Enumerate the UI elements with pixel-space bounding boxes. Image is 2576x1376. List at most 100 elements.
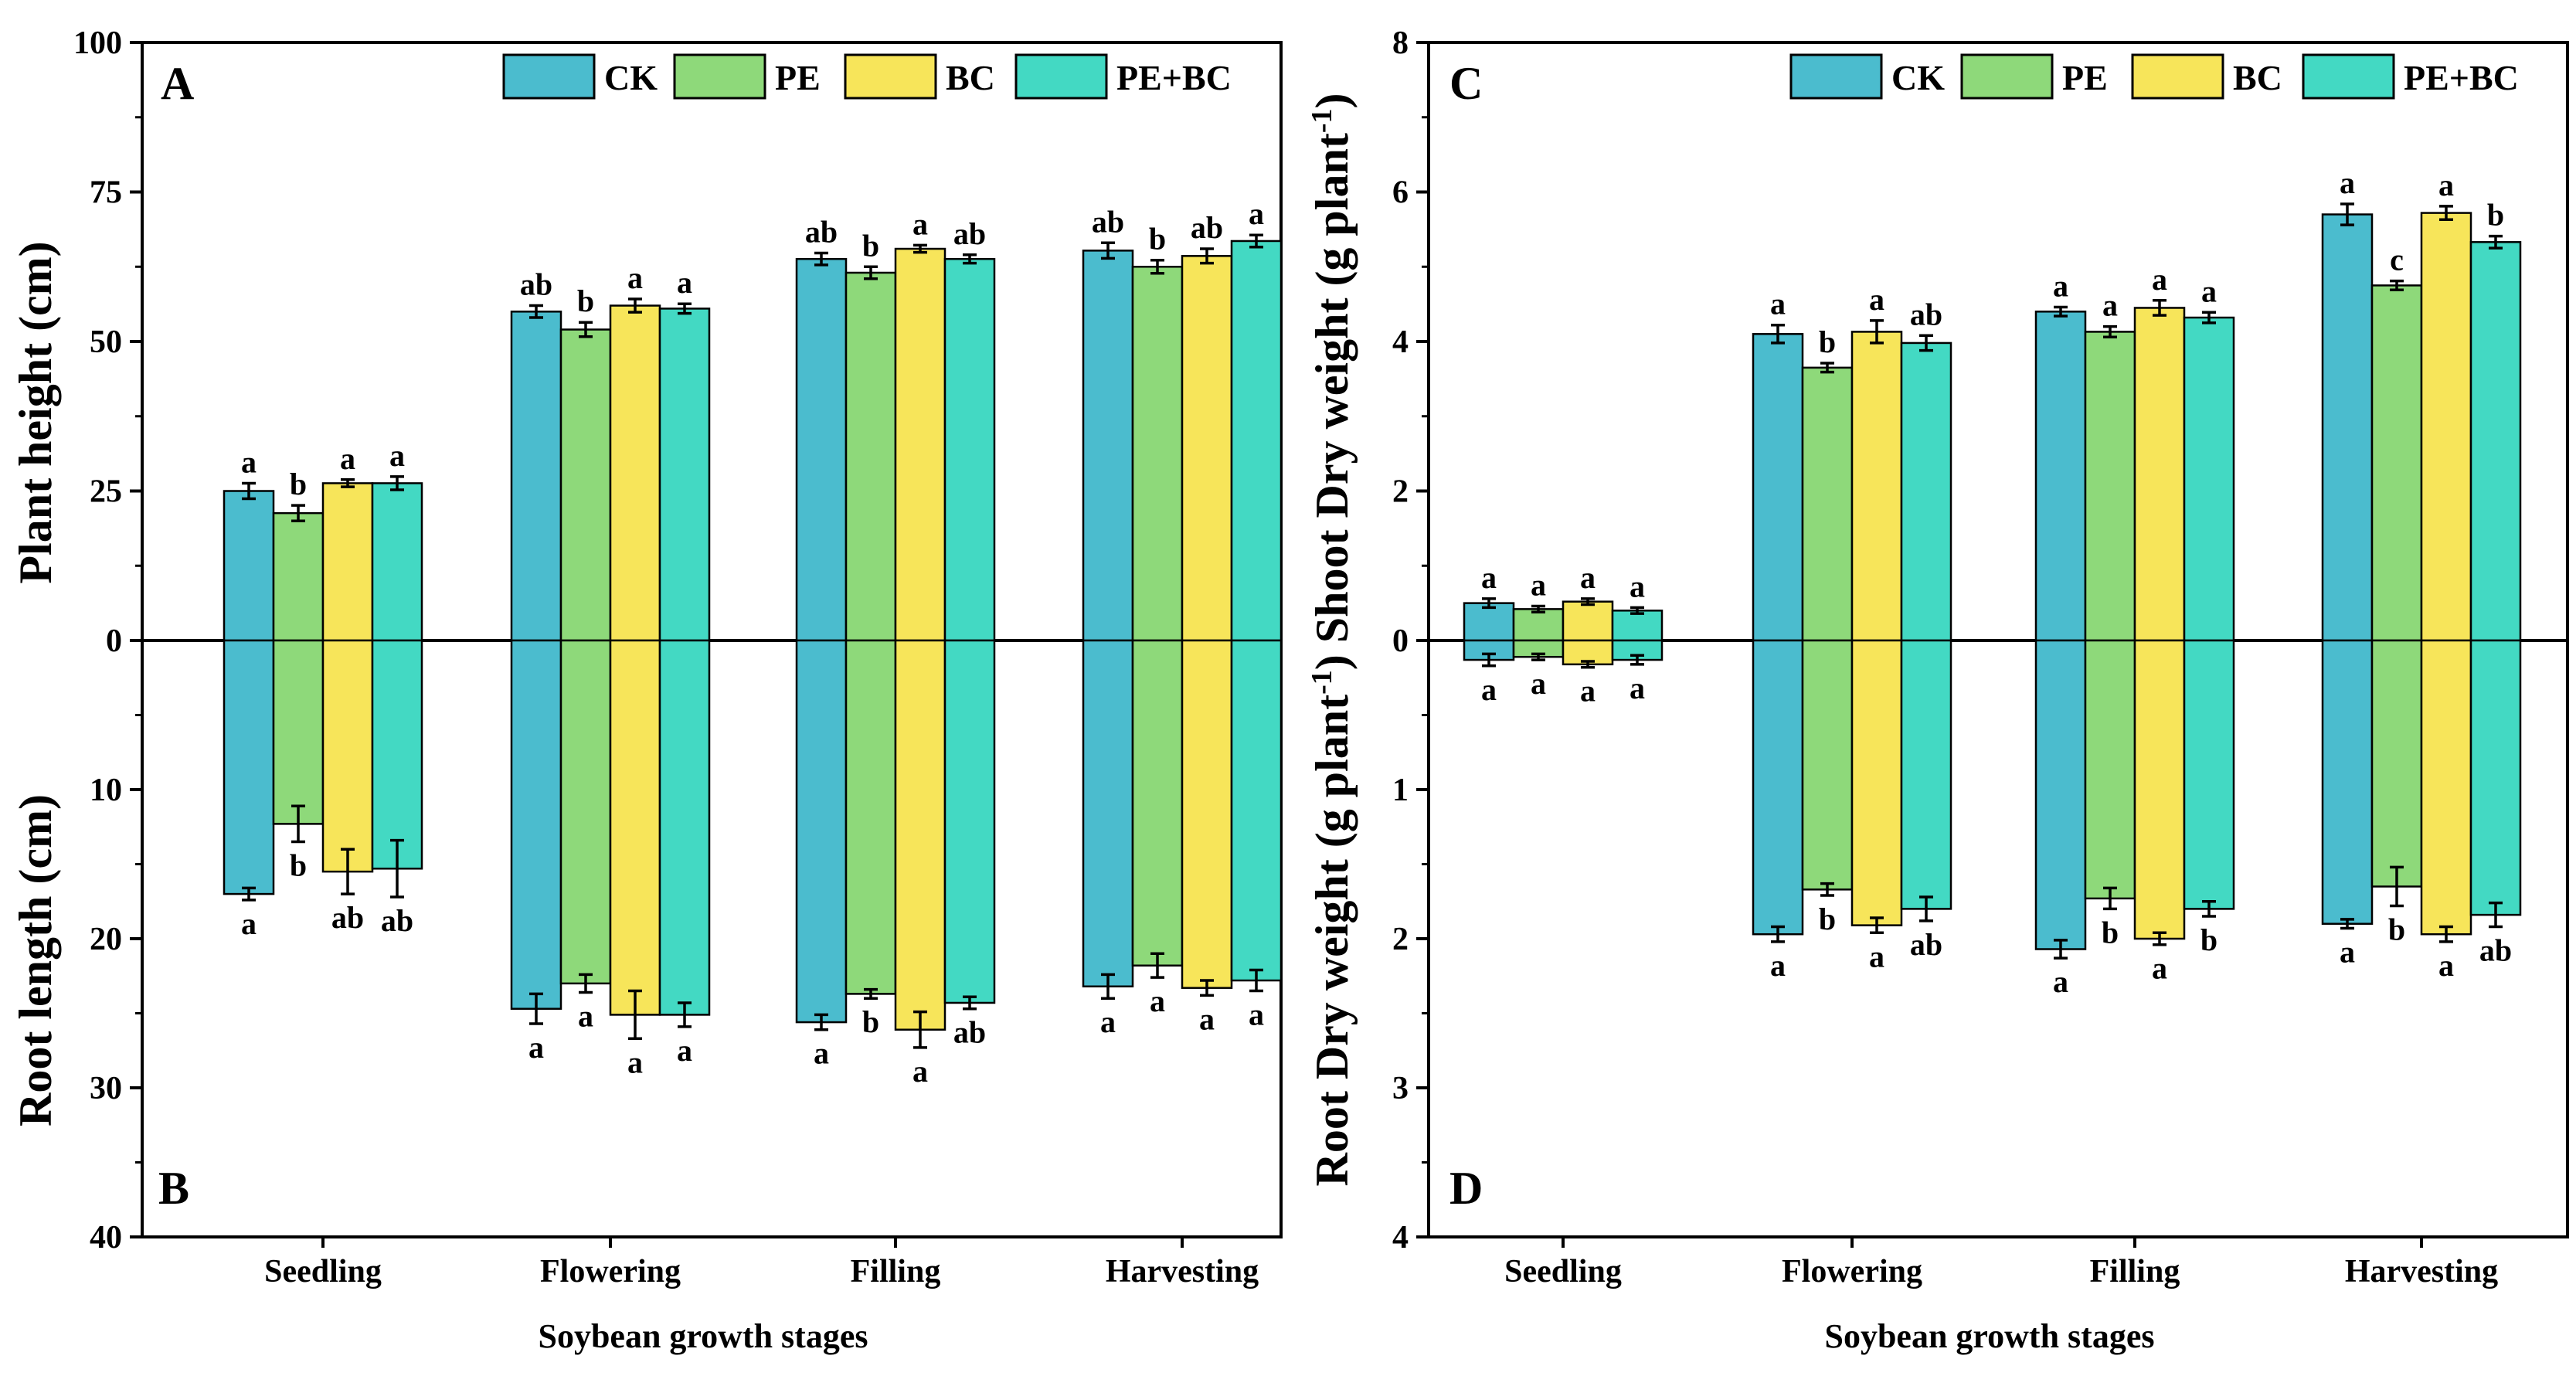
bottom-significance-letter-bc-flowering: a [627,1045,643,1079]
bottom-significance-letter-pe-filling: b [2102,915,2119,950]
top-bar-bc-flowering [609,304,661,642]
bottom-bar-bc-filling [2133,639,2186,940]
top-bar-ck-seedling [223,490,275,642]
y-tick-label-bottom-40: 40 [90,1220,122,1255]
y-tick-label-bottom-2: 2 [1392,922,1409,957]
y-tick-label-top-0: 0 [106,623,122,659]
bottom-significance-letter-pe-bc-harvesting: a [1249,997,1264,1032]
bottom-bar-ck-harvesting [1082,639,1134,988]
bottom-bar-ck-filling [2034,639,2087,950]
top-significance-letter-ck-flowering: a [1770,287,1786,321]
top-bar-bc-seedling [1562,600,1614,642]
legend-label-pe: PE [775,58,821,97]
bottom-bar-pe-filling [845,639,897,995]
bottom-bar-pe-bc-flowering [658,639,711,1016]
bottom-significance-letter-pe-bc-seedling: ab [381,903,413,938]
top-bar-bc-flowering [1850,331,1903,642]
x-axis-title-left: Soybean growth stages [538,1317,868,1355]
panel-label-b: B [158,1163,189,1214]
legend-right: CK PE BC PE+BC [1789,53,2519,100]
top-significance-letter-pe-bc-filling: ab [953,216,986,251]
top-bar-bc-seedling [321,482,374,642]
y-tick-label-bottom-4: 4 [1392,1220,1409,1255]
y-tick-label-top-6: 6 [1392,175,1409,211]
panel-label-c: C [1449,58,1483,109]
bottom-significance-letter-bc-flowering: a [1869,939,1884,973]
bottom-significance-letter-ck-harvesting: a [1100,1004,1116,1039]
legend-label-pe-bc: PE+BC [1116,58,1232,97]
bottom-bar-bc-harvesting [1181,639,1233,989]
top-bar-ck-harvesting [2321,213,2374,642]
right-x-ticks: Seedling Flowering Filling Harvesting [1504,1237,2498,1289]
bottom-significance-letter-ck-seedling: a [241,906,257,941]
y-tick-label-top-0: 0 [1392,623,1409,659]
bottom-bar-bc-flowering [609,639,661,1016]
y-tick-label-bottom-30: 30 [90,1071,122,1106]
top-bar-pe-flowering [559,328,612,642]
top-bar-ck-filling [2034,311,2087,642]
y-tick-label-bottom-20: 20 [90,922,122,957]
x-tick-label-harvesting: Harvesting [2345,1254,2498,1289]
y-tick-label-top-8: 8 [1392,25,1409,61]
bottom-bar-pe-bc-seedling [371,639,423,870]
legend-swatch-pe-right [1960,53,2054,100]
top-bar-pe-bc-seedling [1611,610,1664,642]
top-bar-ck-harvesting [1082,250,1134,642]
top-bar-pe-bc-filling [2183,316,2235,642]
bottom-bar-bc-flowering [1850,639,1903,926]
bottom-significance-letter-pe-flowering: b [1819,902,1836,936]
top-bar-bc-harvesting [2420,212,2472,642]
top-significance-letter-ck-filling: ab [805,214,838,249]
bottom-bar-pe-flowering [559,639,612,985]
top-significance-letter-pe-bc-seedling: a [1630,569,1645,603]
bottom-bar-pe-bc-filling [2183,639,2235,910]
top-bar-pe-harvesting [2370,284,2423,642]
top-bar-pe-filling [845,271,897,642]
bottom-significance-letter-ck-filling: a [814,1036,829,1071]
top-significance-letter-bc-flowering: a [1869,282,1884,317]
top-significance-letter-pe-filling: a [2102,288,2118,323]
legend-label-pe-bc-right: PE+BC [2404,58,2519,97]
top-bar-bc-filling [894,247,946,642]
top-bar-pe-bc-harvesting [1230,240,1283,642]
legend-label-ck-right: CK [1891,58,1945,97]
legend-swatch-ck [502,53,596,100]
x-tick-label-flowering: Flowering [540,1254,681,1289]
x-tick-label-harvesting: Harvesting [1106,1254,1259,1289]
top-significance-letter-pe-bc-flowering: ab [1910,297,1942,331]
left-y-ticks: 0 25 50 75 100 10 20 30 40 [73,25,142,1255]
top-significance-letter-pe-harvesting: b [1149,222,1166,257]
bottom-significance-letter-bc-filling: a [2152,951,2167,986]
bottom-bar-bc-filling [894,639,946,1031]
top-significance-letter-bc-harvesting: ab [1191,210,1223,245]
bottom-bar-ck-seedling [223,639,275,895]
top-bar-ck-flowering [510,311,562,642]
bottom-bar-pe-harvesting [1131,639,1184,967]
bottom-significance-letter-pe-harvesting: a [1150,984,1165,1018]
bottom-bar-ck-harvesting [2321,639,2374,925]
y-axis-title-plant-height: Plant height (cm) [10,241,61,583]
bottom-significance-letter-pe-filling: b [862,1004,879,1039]
top-bar-ck-filling [795,257,848,642]
top-bar-bc-filling [2133,307,2186,642]
bottom-significance-letter-ck-flowering: a [1770,948,1786,983]
bottom-bar-bc-seedling [321,639,374,873]
y-tick-label-top-50: 50 [90,324,122,360]
bottom-significance-letter-bc-filling: a [912,1054,928,1089]
legend-swatch-bc-right [2131,53,2224,100]
x-tick-label-filling: Filling [851,1254,941,1289]
y-tick-label-top-25: 25 [90,474,122,510]
bottom-significance-letter-pe-bc-flowering: a [677,1033,692,1068]
legend-label-ck: CK [604,58,658,97]
top-bar-ck-flowering [1752,333,1804,642]
top-bar-pe-bc-flowering [658,307,711,642]
bottom-bar-pe-bc-harvesting [2469,639,2522,916]
top-significance-letter-bc-seedling: a [1580,560,1596,595]
legend-label-bc: BC [946,58,995,97]
legend-swatch-ck-right [1789,53,1883,100]
bottom-bar-pe-seedling [272,639,325,825]
bottom-significance-letter-pe-bc-harvesting: ab [2479,933,2512,968]
bottom-significance-letter-pe-bc-flowering: ab [1910,927,1942,962]
x-tick-label-seedling: Seedling [264,1254,382,1289]
